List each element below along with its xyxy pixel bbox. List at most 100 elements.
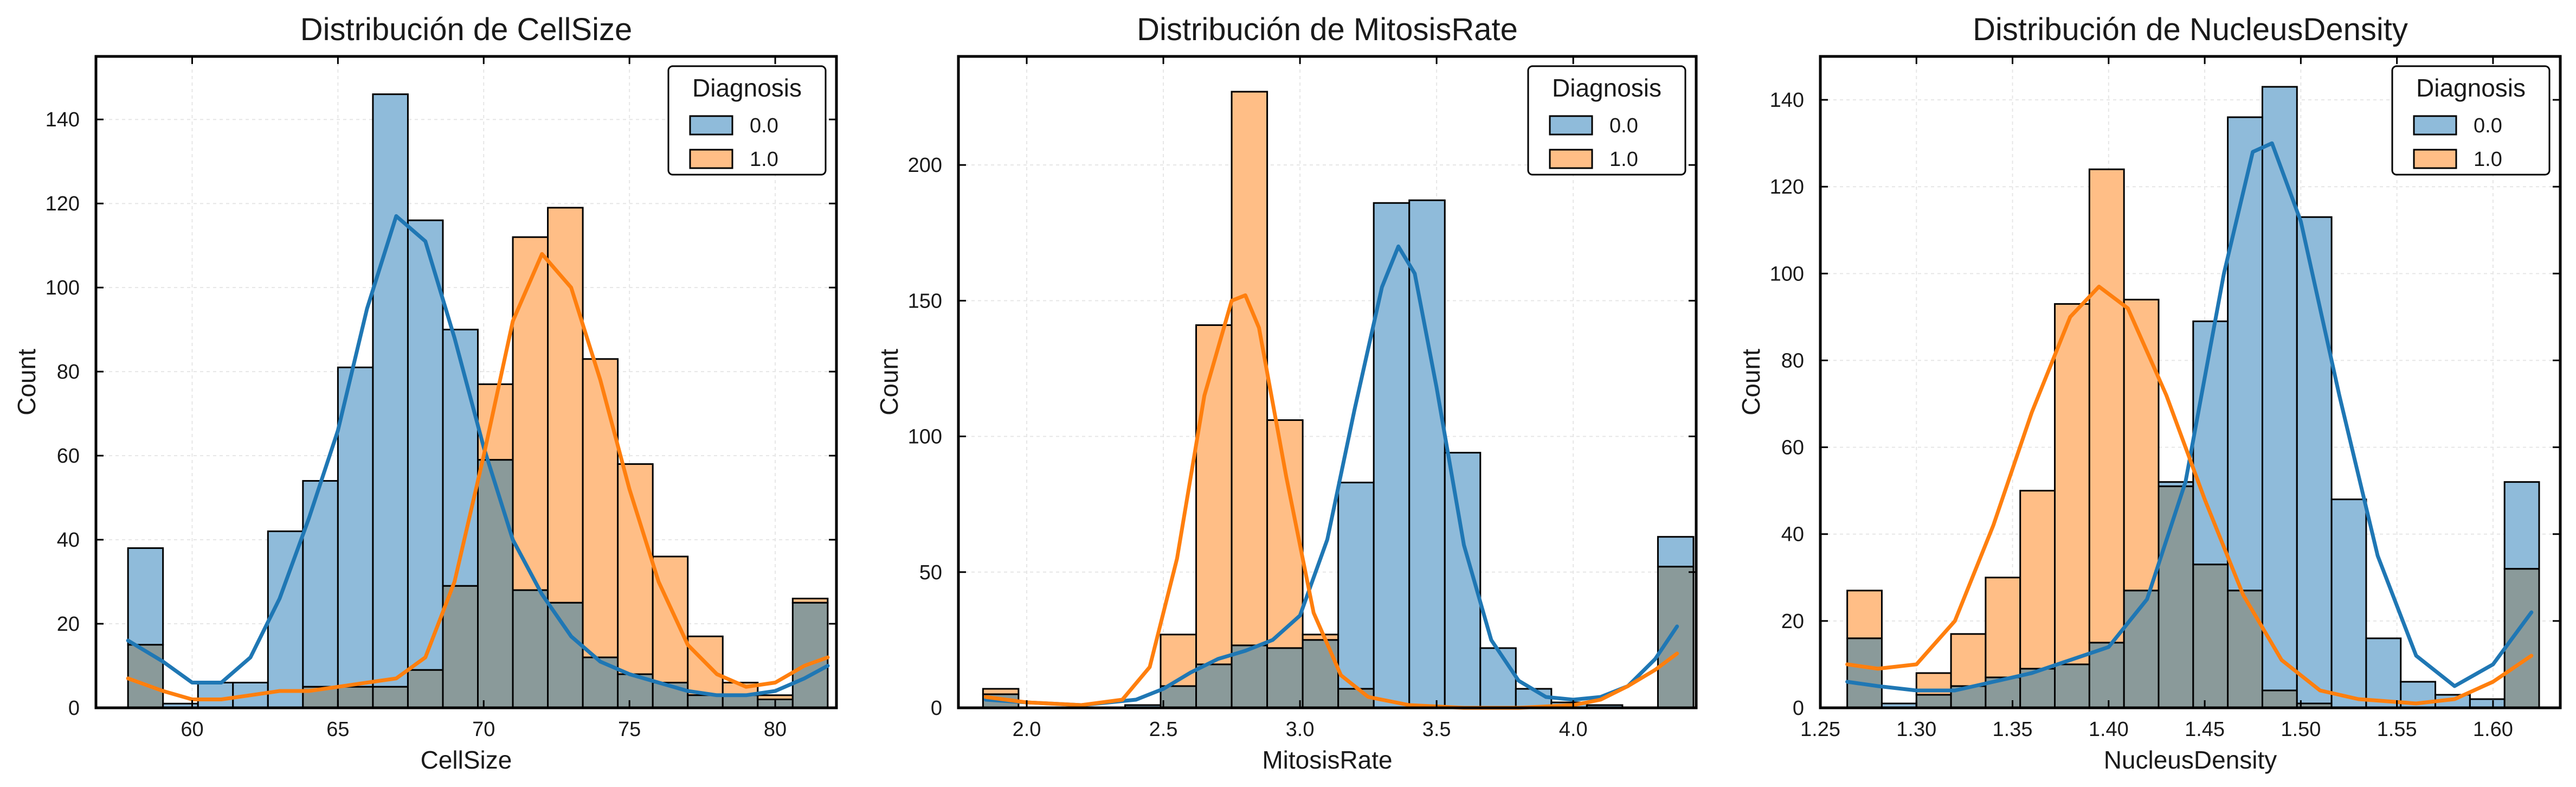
y-tick-label: 100	[908, 426, 942, 449]
legend-label-0: 0.0	[750, 114, 778, 137]
bar-diagnosis-1	[2019, 490, 2056, 670]
chart-title: Distribución de MitosisRate	[1137, 12, 1518, 47]
bar-diagnosis-1	[2088, 168, 2125, 644]
chart-panel-3: 1.25 1.30 1.35 1.40 1.45 1.50 1.55 1.60 0 20 40 60 8…	[1737, 12, 2562, 774]
legend-swatch-0	[2413, 115, 2457, 136]
bar-overlap	[2123, 590, 2160, 709]
legend-title: Diagnosis	[1552, 74, 1661, 102]
legend-label-1: 1.0	[750, 148, 778, 171]
bar-overlap	[407, 669, 444, 709]
chart-panel-1: 60 65 70 75 80 0 20 40 60 80 100 120 140 Distribución…	[12, 12, 838, 774]
y-tick-label: 0	[68, 697, 80, 720]
bar-overlap	[1266, 647, 1304, 709]
bar-diagnosis-1	[1231, 91, 1268, 647]
x-tick-label: 1.35	[1993, 718, 2033, 741]
legend: Diagnosis 0.0 1.0	[2391, 65, 2551, 176]
bar-diagnosis-0	[372, 93, 409, 688]
y-tick-label: 0	[931, 697, 942, 720]
legend: Diagnosis 0.0 1.0	[1527, 65, 1686, 176]
x-tick-label: 60	[181, 718, 203, 741]
legend-swatch-1	[1549, 149, 1593, 169]
y-axis-label: Count	[875, 349, 903, 415]
bar-overlap	[2261, 689, 2298, 709]
legend-swatch-0	[1549, 115, 1593, 136]
bar-overlap	[477, 459, 514, 709]
bar-overlap	[791, 602, 829, 709]
bar-diagnosis-0	[2365, 637, 2402, 709]
bar-overlap	[2503, 568, 2540, 709]
x-tick-label: 1.30	[1896, 718, 1936, 741]
y-tick-label: 80	[57, 361, 80, 383]
axes-frame	[1819, 55, 2562, 709]
y-tick-label: 40	[57, 529, 80, 552]
bar-overlap	[1657, 566, 1695, 709]
y-tick-label: 60	[57, 445, 80, 468]
legend-swatch-0	[689, 115, 733, 136]
bar-diagnosis-1	[2123, 298, 2160, 592]
axes-frame	[94, 55, 838, 709]
legend-label-1: 1.0	[1609, 148, 1638, 171]
legend-swatch-1	[2413, 149, 2457, 169]
bar-overlap	[547, 602, 584, 709]
bar-diagnosis-1	[617, 463, 654, 675]
ticks: 1.25 1.30 1.35 1.40 1.45 1.50 1.55 1.60 0 20 40 60 8…	[1770, 56, 2560, 741]
bar-diagnosis-1	[982, 688, 1020, 695]
bar-overlap	[302, 686, 339, 709]
bar-diagnosis-0	[2192, 320, 2229, 566]
x-tick-label: 80	[764, 718, 787, 741]
x-tick-label: 1.60	[2473, 718, 2513, 741]
legend-title: Diagnosis	[692, 74, 802, 102]
bar-overlap	[512, 589, 549, 709]
y-tick-label: 60	[1781, 437, 1804, 459]
legend-title: Diagnosis	[2416, 74, 2526, 102]
bar-diagnosis-0	[197, 682, 234, 709]
axes-frame	[957, 55, 1698, 709]
y-tick-label: 120	[46, 193, 80, 215]
bar-overlap	[127, 644, 164, 709]
bar-diagnosis-1	[1950, 633, 1987, 687]
kde-line-diagnosis-1	[983, 293, 1679, 710]
y-tick-label: 20	[57, 613, 80, 636]
bar-diagnosis-1	[2054, 303, 2090, 666]
bar-diagnosis-0	[1373, 202, 1411, 709]
bar-overlap	[337, 686, 374, 709]
y-tick-label: 200	[908, 154, 942, 177]
x-tick-label: 1.40	[2089, 718, 2129, 741]
bar-overlap	[2054, 663, 2090, 709]
bar-diagnosis-1	[687, 635, 724, 696]
y-tick-label: 100	[46, 277, 80, 299]
x-tick-label: 75	[618, 718, 641, 741]
legend-label-0: 0.0	[1609, 114, 1638, 137]
x-tick-label: 3.0	[1286, 718, 1315, 741]
bar-diagnosis-0	[1657, 536, 1695, 568]
y-tick-label: 40	[1781, 523, 1804, 546]
bar-diagnosis-0	[302, 480, 339, 688]
y-axis-label: Count	[12, 349, 41, 415]
bar-diagnosis-1	[512, 236, 549, 591]
x-tick-label: 3.5	[1422, 718, 1451, 741]
bar-diagnosis-1	[1846, 590, 1883, 639]
bar-overlap	[1231, 644, 1268, 709]
bar-diagnosis-1	[582, 358, 619, 658]
bars	[982, 91, 1695, 709]
bar-overlap	[1915, 694, 1952, 709]
x-tick-label: 1.55	[2377, 718, 2417, 741]
bar-diagnosis-0	[2296, 216, 2333, 705]
bar-diagnosis-0	[442, 329, 479, 587]
legend-box	[1527, 65, 1686, 176]
kde-line-diagnosis-0	[1845, 141, 2534, 693]
legend-swatch-1	[689, 149, 733, 169]
bar-overlap	[2192, 564, 2229, 709]
y-tick-label: 100	[1770, 263, 1804, 285]
legend-box	[2391, 65, 2551, 176]
bar-diagnosis-0	[2503, 481, 2540, 570]
x-tick-label: 1.50	[2281, 718, 2321, 741]
chart-title: Distribución de NucleusDensity	[1973, 12, 2408, 47]
bar-diagnosis-0	[2261, 86, 2298, 692]
bar-diagnosis-0	[267, 530, 304, 709]
bar-diagnosis-0	[2330, 498, 2367, 709]
y-tick-label: 0	[1793, 697, 1804, 720]
legend: Diagnosis 0.0 1.0	[667, 65, 827, 176]
x-tick-label: 2.0	[1013, 718, 1041, 741]
